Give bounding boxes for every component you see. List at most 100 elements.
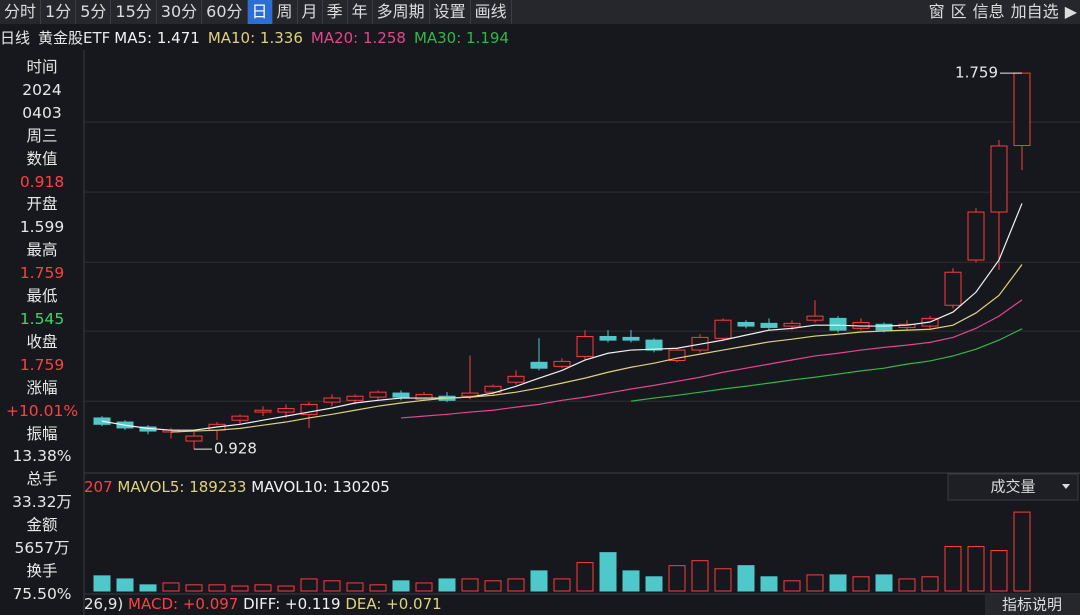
dropdown-icon: [1062, 484, 1070, 489]
toolbar-button[interactable]: 加自选: [1010, 2, 1059, 21]
macd-value: 26,9): [84, 595, 123, 613]
toolbar-button[interactable]: 信息: [972, 2, 1005, 21]
volume-bar: [806, 574, 824, 592]
info-value: 33.32万: [12, 493, 72, 512]
volume-bar: [254, 584, 272, 592]
volume-bar: [760, 576, 778, 592]
indicator-selector[interactable]: [947, 473, 1079, 501]
legend-entry: MA10: 1.336: [207, 29, 303, 47]
volume-bar: [990, 550, 1008, 592]
volume-bar: [530, 570, 548, 592]
ma-line: [101, 203, 1023, 431]
volume-bar: [162, 582, 180, 592]
toolbar-button[interactable]: 窗: [928, 2, 945, 21]
volume-bar: [553, 578, 571, 592]
period-tab[interactable]: 年: [348, 0, 373, 24]
info-value: 75.50%: [12, 584, 72, 603]
volume-bar: [576, 562, 594, 592]
volume-bar: [737, 565, 755, 592]
volume-bar: [484, 580, 502, 592]
period-tab[interactable]: 月: [298, 0, 323, 24]
volume-bar: [967, 545, 985, 592]
volume-legend: 207 MAVOL5: 189233 MAVOL10: 130205: [84, 478, 390, 496]
candle-body: [277, 407, 295, 413]
candle-body: [1013, 72, 1031, 147]
period-tab[interactable]: 季: [323, 0, 348, 24]
legend-entry: MAVOL10: 130205: [251, 478, 390, 496]
legend-entry: MA20: 1.258: [310, 29, 406, 47]
macd-legend: 26,9) MACD: +0.097 DIFF: +0.119 DEA: +0.…: [84, 595, 442, 613]
candle-body: [622, 336, 640, 341]
candle-body: [737, 321, 755, 327]
period-tab[interactable]: 周: [273, 0, 298, 24]
ma-line: [630, 328, 1023, 402]
security-name: 黄金股ETF: [38, 29, 111, 47]
info-label: 振幅: [26, 424, 58, 443]
volume-bar: [898, 578, 916, 592]
info-label: 时间: [26, 58, 58, 76]
volume-bar: [691, 560, 709, 592]
period-tab[interactable]: 30分: [157, 0, 203, 24]
volume-bar: [277, 585, 295, 592]
low-label: 0.928: [214, 440, 257, 458]
period-tab[interactable]: 多周期: [373, 0, 430, 24]
volume-bar: [461, 578, 479, 592]
candle-body: [369, 391, 387, 398]
info-label: 总手: [26, 470, 58, 489]
ma-line: [400, 299, 1023, 419]
info-label: 换手: [26, 561, 58, 580]
macd-value: DEA: +0.071: [345, 595, 441, 613]
info-value: 13.38%: [12, 447, 72, 466]
candle-body: [967, 211, 985, 261]
period-tab[interactable]: 15分: [111, 0, 157, 24]
candle-body: [185, 435, 203, 442]
candle-body: [944, 271, 962, 306]
toggle-icon[interactable]: ▶: [1064, 2, 1077, 21]
chart-header: 日线 黄金股ETF MA5: 1.471 MA10: 1.336 MA20: 1.258…: [0, 26, 525, 50]
ma-line: [170, 264, 1023, 433]
info-value: 0403: [22, 103, 62, 122]
period-tab[interactable]: 分时: [0, 0, 42, 24]
candle-body: [806, 315, 824, 321]
volume-bar: [829, 574, 847, 592]
candle-body: [714, 319, 732, 339]
info-panel: 时间 2024 0403 周三 数值 0.918 开盘 1.599 最高 1.759 最低 1.545…: [0, 56, 84, 606]
info-label: 最高: [26, 241, 58, 260]
toolbar: 分时 1分 5分 15分 30分 60分日周月季年多周期 设置 画线: [0, 0, 1080, 24]
volume-bar: [668, 565, 686, 592]
high-label: 1.759: [955, 64, 998, 82]
volume-bar: [185, 584, 203, 592]
selector-label: 成交量: [990, 478, 1035, 496]
toolbar-button[interactable]: 区: [950, 2, 967, 21]
info-value: 1.545: [19, 309, 65, 328]
candle-body: [760, 322, 778, 328]
period-tab[interactable]: 1分: [41, 0, 77, 24]
period-tab[interactable]: 5分: [76, 0, 112, 24]
period-tab[interactable]: 日: [247, 0, 273, 24]
legend-entry: MA5: 1.471: [114, 29, 200, 47]
help-button[interactable]: [985, 595, 1080, 615]
period-tab[interactable]: 画线: [471, 0, 512, 24]
volume-bar: [415, 582, 433, 592]
info-label: 最低: [26, 287, 58, 306]
volume-bar: [645, 576, 663, 592]
macd-value: DIFF: +0.119: [243, 595, 340, 613]
volume-bar: [438, 578, 456, 592]
info-value: 5657万: [14, 539, 70, 558]
volume-bar: [599, 552, 617, 592]
candle-body: [392, 392, 410, 398]
candle-body: [990, 145, 1008, 213]
info-label: 收盘: [26, 332, 58, 351]
period-tab[interactable]: 60分: [202, 0, 248, 24]
legend: MA5: 1.471 MA10: 1.336 MA20: 1.258 MA30: 1.…: [114, 29, 517, 47]
candle-body: [507, 375, 525, 383]
volume-bar: [208, 584, 226, 592]
volume-bar: [1013, 511, 1031, 592]
candle-body: [300, 403, 318, 415]
candle-body: [254, 409, 272, 413]
legend-entry: MAVOL5: 189233: [117, 478, 246, 496]
info-value: 1.759: [19, 264, 65, 283]
period-tab[interactable]: 设置: [430, 0, 471, 24]
